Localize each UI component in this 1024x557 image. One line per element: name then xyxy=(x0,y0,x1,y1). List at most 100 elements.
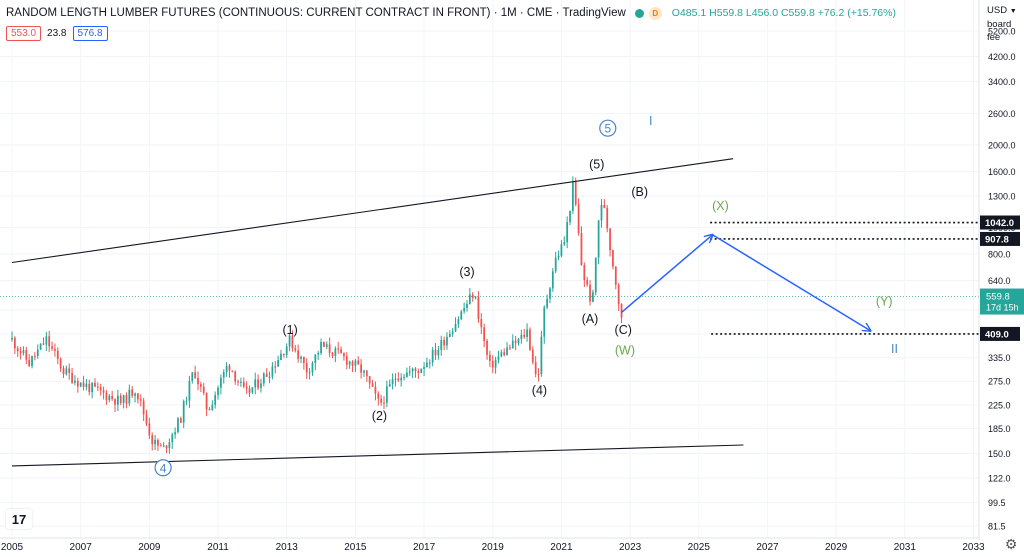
candle-body xyxy=(383,402,385,404)
wave-label: II xyxy=(891,342,898,356)
chevron-down-icon: ▼ xyxy=(1009,8,1017,15)
candle-body xyxy=(483,327,486,341)
wave-label: (Y) xyxy=(876,294,893,308)
axis-unit-label[interactable]: USD ▼ board fee xyxy=(987,4,1024,44)
time-tick-label: 2007 xyxy=(70,542,93,553)
indicator-values: 553.0 23.8 576.8 xyxy=(6,25,108,41)
candle-body xyxy=(411,368,414,372)
candle-body xyxy=(406,372,408,378)
gear-icon[interactable]: ⚙ xyxy=(1004,536,1018,552)
candle-body xyxy=(580,233,583,265)
candle-body xyxy=(251,387,254,393)
candle-body xyxy=(265,373,268,377)
candles xyxy=(11,176,623,454)
candle-body xyxy=(65,368,68,375)
candle-body xyxy=(448,333,451,337)
candle-body xyxy=(531,349,534,363)
price-tick-label: 185.0 xyxy=(988,424,1011,434)
candle-body xyxy=(365,370,368,377)
candle-body xyxy=(554,257,557,272)
candle-body xyxy=(285,346,288,356)
candle-body xyxy=(182,401,185,423)
candle-body xyxy=(417,371,420,374)
candle-body xyxy=(400,378,403,381)
candle-body xyxy=(566,222,569,243)
time-tick-label: 2027 xyxy=(756,542,779,553)
candle-body xyxy=(343,353,345,357)
candle-body xyxy=(308,372,311,374)
candle-body xyxy=(468,294,471,304)
change-value: +76.2 (+15.76%) xyxy=(817,7,896,19)
candle-body xyxy=(159,445,162,447)
candle-body xyxy=(225,365,228,372)
delayed-data-badge[interactable]: D xyxy=(648,6,662,20)
wave-label: 4 xyxy=(160,461,167,475)
candle-body xyxy=(205,393,208,410)
last-price-badge xyxy=(980,288,1024,315)
candle-body xyxy=(94,382,96,387)
candle-body xyxy=(125,395,128,404)
candle-body xyxy=(560,244,563,256)
wave-label: I xyxy=(649,114,652,128)
candle-body xyxy=(466,303,468,309)
candle-body xyxy=(517,339,520,344)
candle-body xyxy=(460,311,463,320)
indicator-right-box[interactable]: 576.8 xyxy=(72,25,108,41)
candle-body xyxy=(337,348,340,350)
candle-body xyxy=(380,398,383,403)
candle-body xyxy=(494,359,497,368)
symbol-title[interactable]: RANDOM LENGTH LUMBER FUTURES (CONTINUOUS… xyxy=(6,7,626,19)
currency-label: USD xyxy=(987,5,1008,16)
candle-body xyxy=(620,304,623,318)
candle-body xyxy=(54,348,56,351)
candle-body xyxy=(514,340,517,344)
wave-label: (C) xyxy=(615,323,632,337)
candle-body xyxy=(529,329,531,350)
candle-body xyxy=(25,350,28,360)
bar-countdown: 17d 15h xyxy=(986,303,1019,313)
wave-label: (W) xyxy=(615,343,635,357)
candle-body xyxy=(277,359,280,367)
candle-body xyxy=(105,392,108,401)
candle-body xyxy=(431,349,434,363)
candle-body xyxy=(391,379,394,384)
candle-body xyxy=(168,442,171,449)
candle-body xyxy=(128,389,131,404)
candle-body xyxy=(165,445,168,449)
candle-body xyxy=(474,297,477,299)
candle-body xyxy=(234,371,237,382)
candle-body xyxy=(377,393,380,399)
candle-body xyxy=(71,372,73,383)
candle-body xyxy=(509,347,511,349)
candle-body xyxy=(217,387,219,396)
candle-body xyxy=(294,348,297,351)
candle-body xyxy=(606,207,609,229)
candle-body xyxy=(334,348,337,356)
candle-body xyxy=(300,356,302,359)
candle-body xyxy=(314,354,317,364)
candle-body xyxy=(323,342,325,347)
candle-body xyxy=(48,336,51,347)
candle-body xyxy=(42,343,45,345)
time-tick-label: 2029 xyxy=(825,542,848,553)
level-badge xyxy=(980,326,1020,341)
candle-body xyxy=(208,409,211,411)
tradingview-logo-icon[interactable]: 17 xyxy=(6,509,32,529)
candle-body xyxy=(16,348,19,352)
candle-body xyxy=(397,378,400,381)
close-value: C559.8 xyxy=(780,7,815,19)
candle-body xyxy=(586,280,589,285)
candle-body xyxy=(617,284,620,305)
time-tick-label: 2017 xyxy=(413,542,436,553)
candle-body xyxy=(477,297,480,320)
time-tick-label: 2019 xyxy=(482,542,505,553)
candle-body xyxy=(403,377,405,379)
price-tick-label: 640.0 xyxy=(988,276,1011,286)
candle-body xyxy=(13,337,16,349)
candle-body xyxy=(385,386,388,403)
candle-body xyxy=(297,350,300,359)
candle-body xyxy=(592,292,594,302)
candle-body xyxy=(268,376,271,378)
indicator-left-box[interactable]: 553.0 xyxy=(6,25,42,41)
